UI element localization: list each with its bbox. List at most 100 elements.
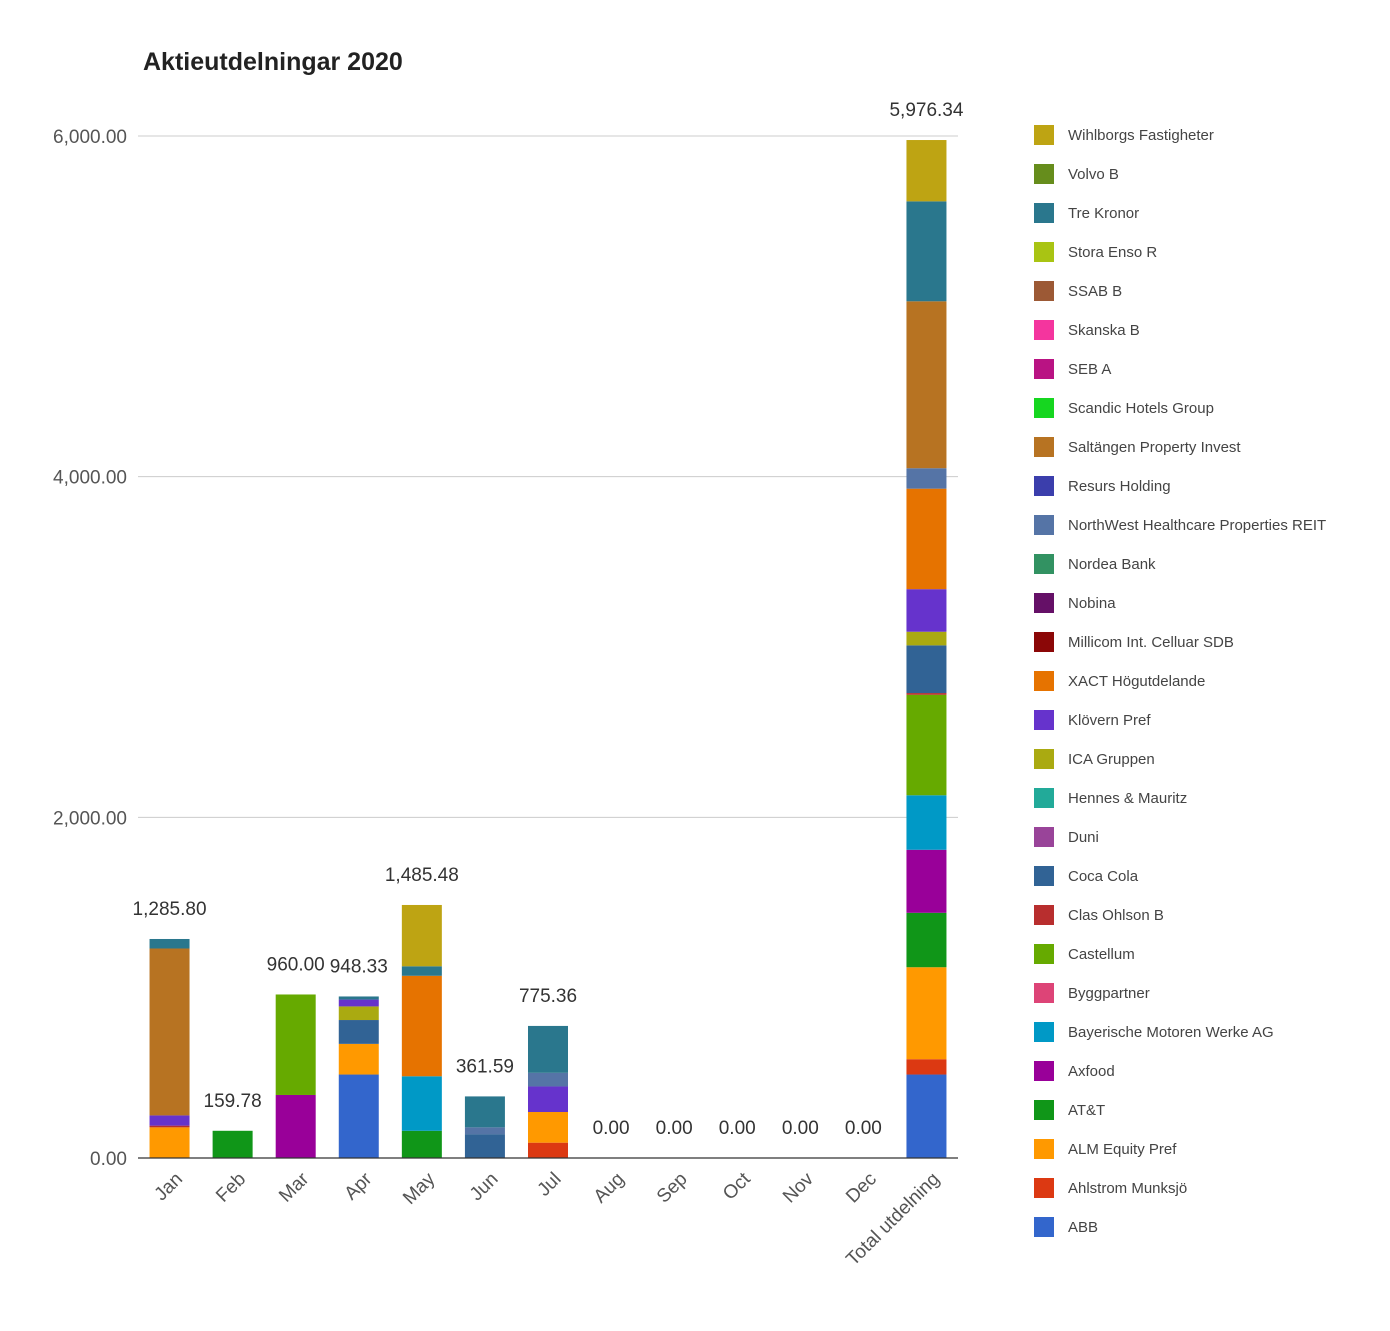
bar-segment (338, 999, 379, 1007)
legend-label: Castellum (1068, 946, 1135, 963)
bar-segment (906, 795, 947, 850)
bar-segment (906, 631, 947, 646)
legend-swatch (1034, 632, 1054, 652)
bar-segment (906, 488, 947, 590)
legend-label: XACT Högutdelande (1068, 673, 1205, 690)
legend-swatch (1034, 905, 1054, 925)
total-value-label: 775.36 (519, 986, 577, 1007)
total-value-label: 0.00 (593, 1118, 630, 1139)
bar-segment (528, 1025, 568, 1073)
y-tick-label: 4,000.00 (53, 468, 127, 489)
legend-label: Nordea Bank (1068, 556, 1156, 573)
bar-segment (906, 645, 947, 694)
legend-label: Bayerische Motoren Werke AG (1068, 1024, 1274, 1041)
legend-swatch (1034, 1061, 1054, 1081)
legend-swatch (1034, 515, 1054, 535)
legend-label: Millicom Int. Celluar SDB (1068, 634, 1234, 651)
total-value-label: 5,976.34 (889, 100, 963, 121)
bar-segment (906, 468, 947, 489)
legend-label: Saltängen Property Invest (1068, 439, 1241, 456)
total-labels: 1,285.80 159.78 960.00 948.33 1,485.48 361.59… (133, 100, 964, 1139)
bar-segment (906, 1074, 947, 1158)
bar-segment (149, 1115, 190, 1126)
legend-label: Duni (1068, 829, 1099, 846)
bar-segment (401, 966, 442, 976)
legend-label: Coca Cola (1068, 868, 1139, 885)
y-tick-label: 6,000.00 (53, 127, 127, 148)
legend-label: Scandic Hotels Group (1068, 400, 1214, 417)
bar-segment (906, 201, 947, 302)
legend-label: Axfood (1068, 1063, 1115, 1080)
bar-segment (401, 1076, 442, 1131)
legend-swatch (1034, 1178, 1054, 1198)
legend-label: Ahlstrom Munksjö (1068, 1180, 1187, 1197)
x-tick-label: Sep (653, 1169, 692, 1208)
total-value-label: 948.33 (330, 956, 388, 977)
y-tick-label: 0.00 (90, 1149, 127, 1170)
total-value-label: 960.00 (267, 954, 325, 975)
y-tick-label: 2,000.00 (53, 808, 127, 829)
bar-segment (149, 948, 190, 1116)
legend-swatch (1034, 359, 1054, 379)
legend-label: Hennes & Mauritz (1068, 790, 1187, 807)
bar-segment (338, 1074, 379, 1158)
legend-label: ICA Gruppen (1068, 751, 1155, 768)
bar-segment (338, 1006, 379, 1021)
legend-swatch (1034, 710, 1054, 730)
x-tick-label: Jun (466, 1169, 503, 1206)
bar-segment (338, 996, 379, 1000)
bar-segment (464, 1127, 505, 1135)
total-value-label: 0.00 (719, 1118, 756, 1139)
legend-swatch (1034, 1139, 1054, 1159)
legend-label: Tre Kronor (1068, 205, 1139, 222)
bar-segment (464, 1096, 505, 1128)
bar-segment (906, 693, 947, 695)
legend-label: NorthWest Healthcare Properties REIT (1068, 517, 1326, 534)
legend-swatch (1034, 983, 1054, 1003)
bar-segment (528, 1112, 568, 1143)
bar-segment (906, 912, 947, 968)
bar-segment (906, 1059, 947, 1075)
legend-label: Clas Ohlson B (1068, 907, 1164, 924)
legend-swatch (1034, 944, 1054, 964)
x-tick-label: Jan (151, 1169, 188, 1206)
bar-segment (464, 1134, 505, 1158)
bar-segment (149, 938, 190, 949)
chart-title: Aktieutdelningar 2020 (143, 48, 403, 76)
legend-swatch (1034, 788, 1054, 808)
legend-label: ALM Equity Pref (1068, 1141, 1177, 1158)
x-tick-label: May (399, 1168, 440, 1209)
legend-label: Skanska B (1068, 322, 1140, 339)
x-tick-label: Jul (534, 1169, 566, 1201)
legend: Wihlborgs Fastigheter Volvo B Tre Kronor St… (1034, 125, 1326, 1237)
total-value-label: 0.00 (782, 1118, 819, 1139)
bar-segment (275, 1094, 316, 1158)
legend-swatch (1034, 1022, 1054, 1042)
bar-segment (906, 967, 947, 1060)
bars (149, 140, 947, 1158)
bar-segment (212, 1130, 253, 1158)
bar-segment (528, 1142, 568, 1158)
total-value-label: 0.00 (656, 1118, 693, 1139)
x-tick-label: Oct (719, 1168, 755, 1204)
legend-swatch (1034, 398, 1054, 418)
legend-swatch (1034, 320, 1054, 340)
bar-segment (906, 301, 947, 469)
legend-swatch (1034, 242, 1054, 262)
legend-swatch (1034, 866, 1054, 886)
total-value-label: 1,285.80 (133, 899, 207, 920)
legend-swatch (1034, 1100, 1054, 1120)
total-value-label: 1,485.48 (385, 865, 459, 886)
gridlines (138, 135, 958, 818)
legend-swatch (1034, 476, 1054, 496)
legend-swatch (1034, 671, 1054, 691)
bar-segment (338, 1043, 379, 1075)
bar-segment (401, 904, 442, 967)
bar-segment (149, 1125, 190, 1128)
x-axis-ticks: Jan Feb Mar Apr May Jun Jul Aug Sep Oct Nov DecTota… (151, 1168, 944, 1270)
legend-label: Nobina (1068, 595, 1116, 612)
bar-segment (401, 1130, 442, 1158)
x-tick-label: Dec (842, 1169, 881, 1208)
